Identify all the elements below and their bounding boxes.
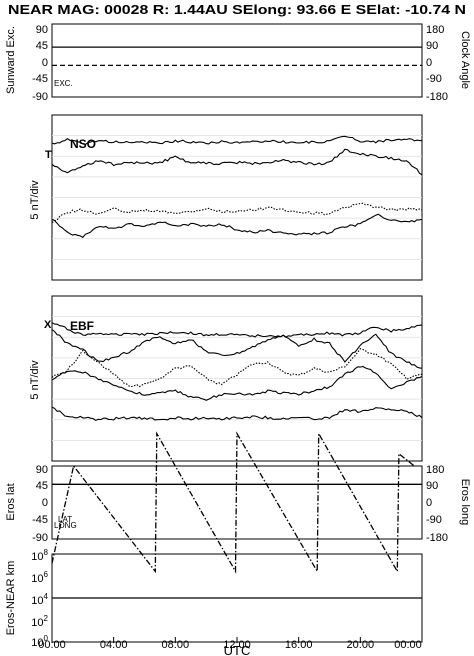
x-axis-label: UTC	[224, 643, 251, 656]
clock-angle-ytick: -180	[426, 91, 448, 103]
nso-gridlines	[52, 135, 422, 260]
x-tick-label: 12:00	[223, 639, 251, 651]
x-tick-label: 16:00	[285, 639, 313, 651]
sunward-ytick: -45	[32, 73, 48, 85]
nso-series-2	[51, 202, 423, 224]
ebf-ylabel: 5 nT/div	[29, 360, 41, 400]
clock-angle-ytick: -90	[426, 73, 442, 85]
ebf-series-0	[51, 322, 423, 338]
eros-lat-ytick: 0	[42, 497, 48, 509]
eros-lat-ylabel: Eros lat	[5, 483, 17, 520]
x-tick-label: 20:00	[347, 639, 375, 651]
eros-lat-ytick: 90	[36, 464, 48, 476]
eros-series-1	[51, 431, 415, 574]
sunward-ytick: 90	[36, 24, 48, 36]
clock-angle-ylabel: Clock Angle	[459, 31, 471, 89]
long-annotation: LONG	[54, 521, 77, 530]
eros-long-ytick: -90	[426, 514, 442, 526]
eros-lat-ytick: -45	[32, 514, 48, 526]
eros-long-ytick: -180	[426, 532, 448, 544]
x-tick-label: 08:00	[162, 639, 190, 651]
sunward-ytick: -90	[32, 91, 48, 103]
nso-marker: T	[45, 149, 52, 161]
clock-angle-ytick: 90	[426, 40, 438, 52]
x-tick-label: 00:00	[38, 639, 66, 651]
eros-lat-ytick: 45	[36, 480, 48, 492]
nso-series-group	[51, 135, 423, 239]
nso-series-3	[51, 213, 423, 239]
nso-series-1	[51, 148, 423, 176]
ebf-series-4	[51, 406, 423, 422]
distance-ytick: 108	[31, 548, 48, 563]
distance-ytick: 106	[31, 570, 48, 585]
sunward-series-group	[52, 46, 422, 67]
ebf-label: EBF	[70, 319, 94, 333]
sunward-frame	[51, 23, 423, 98]
eros-long-ytick: 90	[426, 480, 438, 492]
ebf-series-3	[51, 365, 423, 401]
distance-ytick: 104	[31, 592, 48, 607]
eros-series-group	[51, 431, 422, 574]
ebf-series-group	[51, 322, 423, 422]
x-tick-label: 00:00	[394, 639, 422, 651]
sunward-ylabel: Sunward Exc.	[5, 26, 17, 94]
eros-panel: Eros lat Eros long 90 45 0 -45 -90 180 9…	[5, 431, 471, 574]
distance-panel: Eros-NEAR km 108 106 104 102 100	[5, 548, 423, 649]
distance-ylabel: Eros-NEAR km	[5, 561, 17, 636]
ebf-marker: X	[44, 319, 52, 331]
clock-angle-ytick: 0	[426, 57, 432, 69]
eros-long-ytick: 0	[426, 497, 432, 509]
eros-long-ylabel: Eros long	[459, 479, 471, 525]
figure-title: NEAR MAG: 00028 R: 1.44AU SElong: 93.66 …	[8, 2, 466, 17]
sunward-panel: Sunward Exc. Clock Angle 90 45 0 -45 -90…	[5, 23, 471, 103]
x-tick-label: 04:00	[100, 639, 128, 651]
lat-annotation: LAT	[58, 515, 72, 524]
sunward-ytick: 45	[36, 40, 48, 52]
ebf-series-2	[51, 348, 423, 388]
eros-lat-ytick: -90	[32, 532, 48, 544]
ebf-panel: EBF X 5 nT/div	[29, 295, 423, 462]
nso-ylabel: 5 nT/div	[29, 180, 41, 220]
eros-long-ytick: 180	[426, 464, 444, 476]
ebf-gridlines	[52, 316, 422, 441]
x-axis: 00:00 04:00 08:00 12:00 16:00 20:00 00:0…	[38, 637, 423, 656]
clock-angle-ytick: 180	[426, 24, 444, 36]
sunward-ytick: 0	[42, 57, 48, 69]
nso-panel: NSO T 5 nT/div	[29, 114, 423, 281]
ebf-series-1	[51, 329, 423, 369]
distance-ytick: 102	[31, 614, 48, 629]
exc-annotation: EXC.	[54, 79, 73, 88]
nso-series-0	[51, 135, 423, 146]
